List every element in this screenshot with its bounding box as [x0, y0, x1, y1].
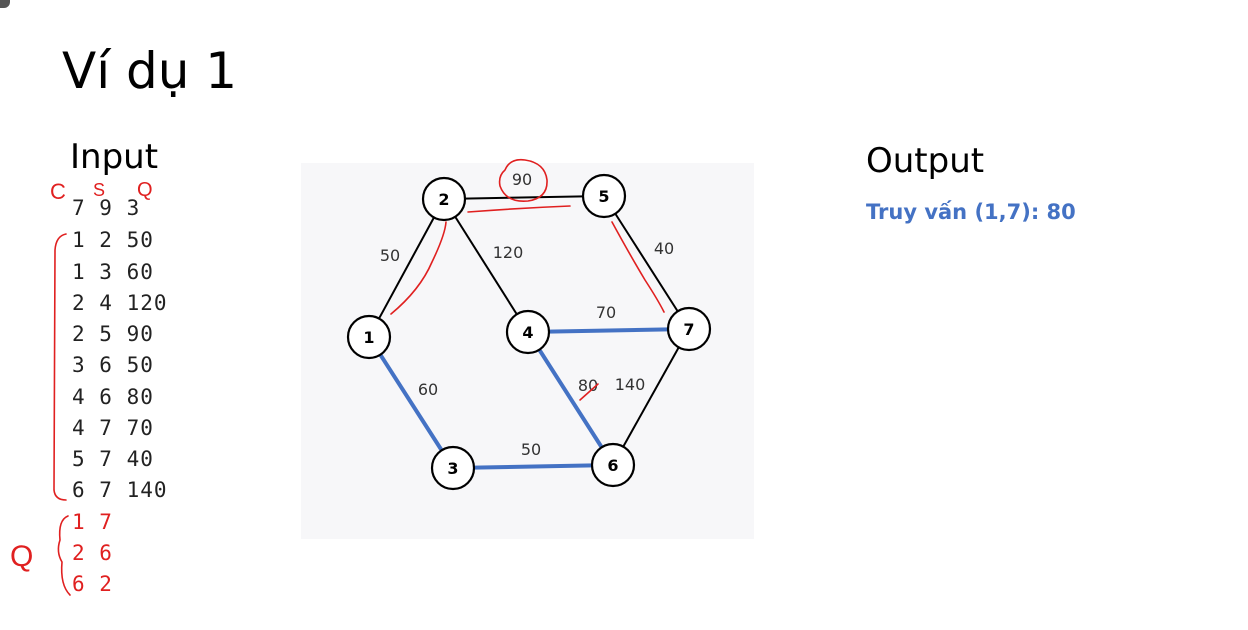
slide-title: Ví dụ 1 — [62, 42, 238, 100]
edge-1-3 — [367, 335, 455, 470]
edge-3-6 — [452, 463, 614, 470]
edge-6-7 — [612, 328, 690, 466]
query-line: 2 6 — [72, 541, 113, 565]
input-heading: Input — [70, 137, 159, 177]
window-corner — [0, 0, 10, 8]
graph-node-7: 7 — [666, 306, 712, 352]
edge-line: 4 7 70 — [72, 416, 154, 440]
edge-5-7 — [603, 195, 690, 330]
graph-node-2: 2 — [421, 176, 467, 222]
edge-2-4 — [443, 198, 529, 333]
node-label-7: 7 — [683, 320, 694, 339]
edge-line: 1 3 60 — [72, 260, 154, 284]
output-heading: Output — [866, 141, 985, 181]
edge-weight-6-7: 140 — [615, 375, 646, 394]
edge-weight-4-7: 70 — [596, 303, 616, 322]
graph-node-1: 1 — [346, 314, 392, 360]
edge-weight-4-6: 80 — [578, 376, 598, 395]
edge-2-5 — [443, 195, 605, 200]
edge-weight-1-3: 60 — [418, 380, 438, 399]
node-label-1: 1 — [363, 328, 374, 347]
edge-weight-1-2: 50 — [380, 246, 400, 265]
node-label-5: 5 — [598, 187, 609, 206]
edge-weight-2-5: 90 — [512, 170, 532, 189]
edge-weight-5-7: 40 — [654, 239, 674, 258]
edge-line: 5 7 40 — [72, 447, 154, 471]
node-label-6: 6 — [607, 456, 618, 475]
edge-4-7 — [527, 327, 690, 334]
edge-line: 2 4 120 — [72, 291, 168, 315]
graph-node-3: 3 — [430, 445, 476, 491]
edge-line: 6 7 140 — [72, 478, 168, 502]
node-label-3: 3 — [447, 459, 458, 478]
edge-4-6 — [526, 330, 615, 467]
graph-node-4: 4 — [505, 309, 551, 355]
edge-weight-3-6: 50 — [521, 440, 541, 459]
query-line: 6 2 — [72, 572, 113, 596]
output-result: Truy vấn (1,7): 80 — [866, 200, 1076, 224]
input-header-line: 7 9 3 — [72, 196, 141, 220]
node-label-2: 2 — [438, 190, 449, 209]
edge-1-2 — [368, 198, 445, 338]
edge-line: 4 6 80 — [72, 385, 154, 409]
graph-node-5: 5 — [581, 173, 627, 219]
edge-line: 1 2 50 — [72, 228, 154, 252]
edge-line: 3 6 50 — [72, 353, 154, 377]
query-line: 1 7 — [72, 510, 113, 534]
node-label-4: 4 — [522, 323, 533, 342]
edge-line: 2 5 90 — [72, 322, 154, 346]
graph-node-6: 6 — [590, 442, 636, 488]
edge-weight-2-4: 120 — [493, 243, 524, 262]
